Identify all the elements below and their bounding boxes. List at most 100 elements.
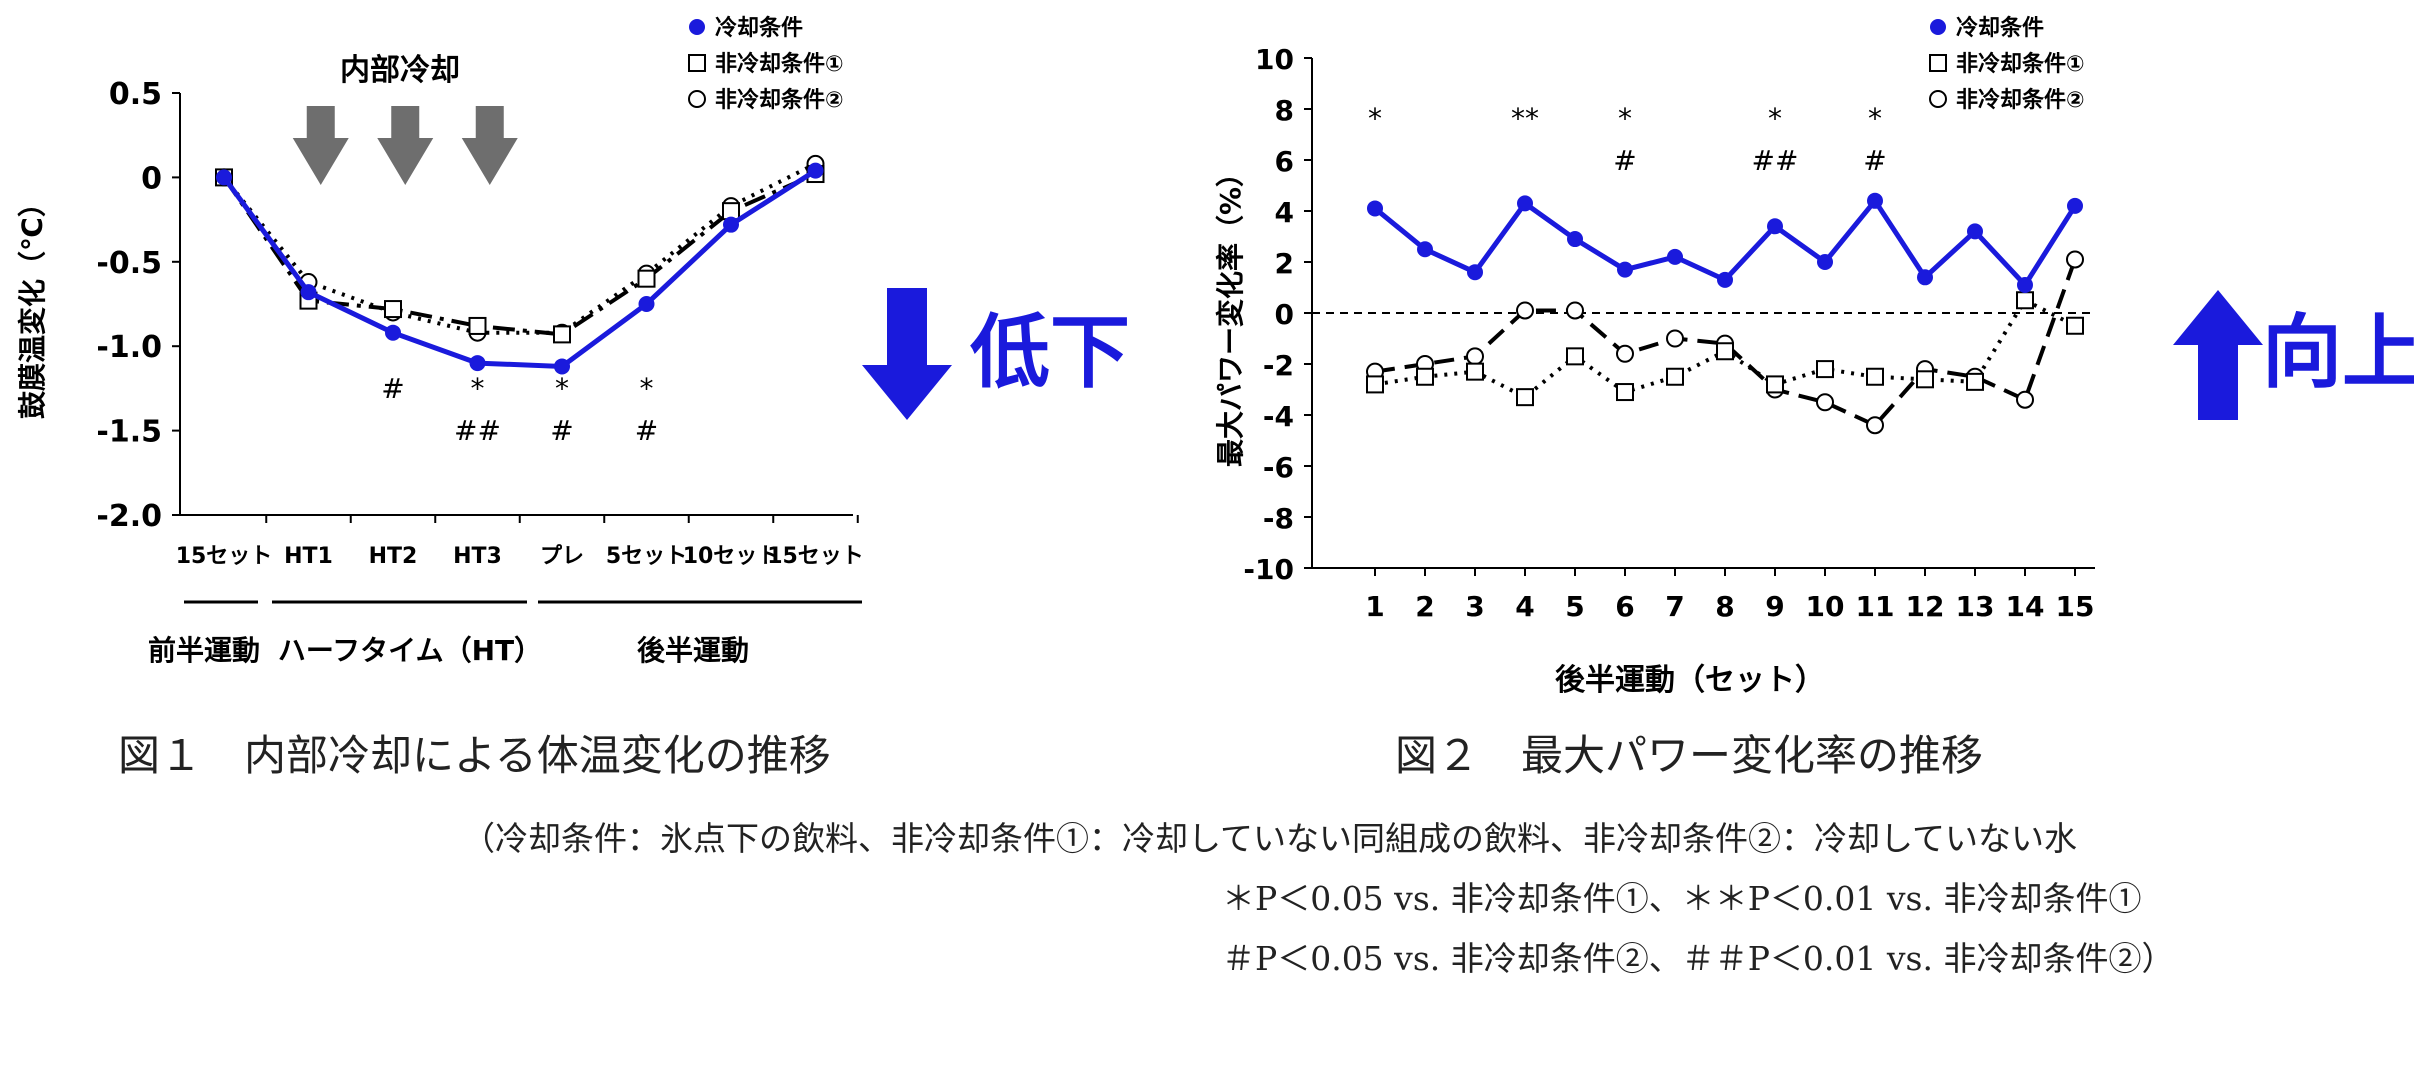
y-tick-label: 0: [141, 161, 162, 196]
marker-noncool-2: [1616, 344, 1634, 363]
y-tick-label: 6: [1275, 145, 1294, 178]
significance-mark: *: [1368, 102, 1382, 135]
series-line: [222, 172, 817, 337]
cooling-label: 内部冷却: [340, 53, 460, 88]
x-tick-label: HT1: [284, 544, 333, 569]
y-tick-label: -10: [1243, 553, 1294, 586]
marker-noncool-2: [1816, 393, 1834, 412]
series-冷却条件: [1367, 192, 2083, 293]
x-tick-label: 15セット: [176, 544, 273, 569]
x-tick-label: 3: [1465, 590, 1484, 623]
figure-1-chart: 0.5 0 -0.5 -1.0 -1.5 -2.0 15セット HT1 HT2 HT3 プレ 5セット…: [16, 15, 1130, 667]
y-tick-label: 10: [1255, 43, 1294, 76]
marker-cooling: [1867, 192, 1883, 209]
x-tick-label: HT2: [369, 544, 418, 569]
series-line: [1374, 258, 2077, 428]
significance-mark: *: [1868, 102, 1882, 135]
marker-noncool-2: [1866, 416, 1884, 435]
figure-1-caption: 図１ 内部冷却による体温変化の推移: [118, 731, 831, 780]
y-tick-label: -1.5: [96, 415, 162, 450]
y-tick-label: -2: [1263, 349, 1294, 382]
x-tick-label: 8: [1715, 590, 1734, 623]
legend-marker-noncool-1: [688, 54, 706, 72]
y-tick-label: 2: [1275, 247, 1294, 280]
marker-noncool-1: [1616, 383, 1634, 402]
series-非冷却条件①: [1366, 291, 2084, 407]
y-axis-label: 最大パワー変化率（%）: [1214, 159, 1247, 467]
significance-mark: #: [381, 372, 404, 405]
marker-noncool-1: [468, 316, 487, 335]
y-tick-label: -6: [1263, 451, 1294, 484]
marker-noncool-1: [1516, 388, 1534, 407]
figure-2-caption: 図２ 最大パワー変化率の推移: [1395, 731, 1984, 780]
x-tick-label: プレ: [540, 544, 584, 569]
y-axis-label: 鼓膜温変化（℃）: [16, 189, 49, 419]
marker-noncool-1: [637, 269, 656, 288]
marker-cooling: [1967, 223, 1983, 240]
series-非冷却条件①: [215, 165, 825, 344]
series-非冷却条件②: [215, 154, 825, 342]
marker-cooling: [300, 284, 317, 301]
y-tick-label: -2.0: [96, 499, 162, 534]
x-tick-label: 10セット: [683, 544, 780, 569]
y-tick-label: -8: [1263, 502, 1294, 535]
significance-mark: ##: [454, 414, 501, 447]
marker-noncool-1: [1866, 367, 1884, 386]
marker-noncool-1: [553, 325, 571, 344]
marker-noncool-1: [1416, 367, 1434, 386]
legend-marker-noncool-1: [1929, 54, 1947, 72]
x-axis-label: 後半運動（セット）: [1555, 663, 1825, 698]
marker-cooling: [2017, 276, 2033, 293]
legend-marker-cooling: [1930, 19, 1946, 35]
x-tick-label: 11: [1856, 590, 1895, 623]
y-tick-label: 8: [1275, 94, 1294, 127]
phase-label: ハーフタイム（HT）: [278, 634, 542, 667]
marker-cooling: [1917, 269, 1933, 286]
y-tick-label: 4: [1275, 196, 1294, 229]
x-tick-label: 7: [1665, 590, 1684, 623]
marker-cooling: [807, 162, 824, 179]
marker-noncool-1: [1566, 347, 1584, 366]
x-tick-label: 6: [1615, 590, 1634, 623]
x-tick-label: 5: [1565, 590, 1584, 623]
legend-label: 非冷却条件①: [715, 51, 844, 77]
x-tick-label: 5セット: [606, 544, 687, 569]
marker-cooling: [1817, 254, 1833, 270]
y-tick-label: -4: [1263, 400, 1294, 433]
x-tick-label: 13: [1956, 590, 1995, 623]
marker-cooling: [554, 358, 570, 375]
phase-label: 後半運動: [637, 634, 749, 667]
marker-cooling: [1667, 248, 1683, 265]
marker-noncool-1: [1466, 362, 1484, 381]
side-label-increase: 向上: [2262, 306, 2414, 399]
x-tick-label: 1: [1365, 590, 1384, 623]
series-非冷却条件②: [1366, 250, 2084, 435]
x-tick-label: 2: [1415, 590, 1434, 623]
phase-label: 前半運動: [148, 634, 260, 667]
marker-cooling: [1767, 218, 1783, 235]
marker-noncool-1: [2066, 316, 2084, 335]
marker-cooling: [1367, 200, 1383, 217]
legend-label: 非冷却条件②: [1956, 87, 2085, 113]
x-tick-label: 15セット: [767, 544, 864, 569]
marker-cooling: [1617, 261, 1633, 278]
y-tick-label: -0.5: [96, 246, 162, 281]
series-line: [221, 168, 817, 369]
cooling-arrow: [461, 106, 518, 185]
footnote-significance-1: ＊P＜0.05 vs. 非冷却条件①、＊＊P＜0.01 vs. 非冷却条件①: [1222, 879, 2142, 918]
significance-mark: #: [1613, 144, 1636, 177]
significance-mark: #: [550, 414, 573, 447]
marker-noncool-2: [2066, 250, 2084, 269]
x-tick-label: 14: [2006, 590, 2045, 623]
y-tick-label: 0.5: [109, 77, 162, 112]
marker-cooling: [1717, 271, 1733, 288]
legend-label: 非冷却条件②: [715, 87, 844, 113]
x-tick-label: 12: [1906, 590, 1945, 623]
cooling-arrow: [292, 106, 349, 185]
marker-noncool-1: [1916, 370, 1934, 389]
significance-mark: #: [1863, 144, 1886, 177]
legend-label: 冷却条件: [1956, 15, 2044, 41]
significance-mark: *: [555, 372, 569, 405]
x-tick-label: 4: [1515, 590, 1534, 623]
y-tick-label: -1.0: [96, 330, 162, 365]
